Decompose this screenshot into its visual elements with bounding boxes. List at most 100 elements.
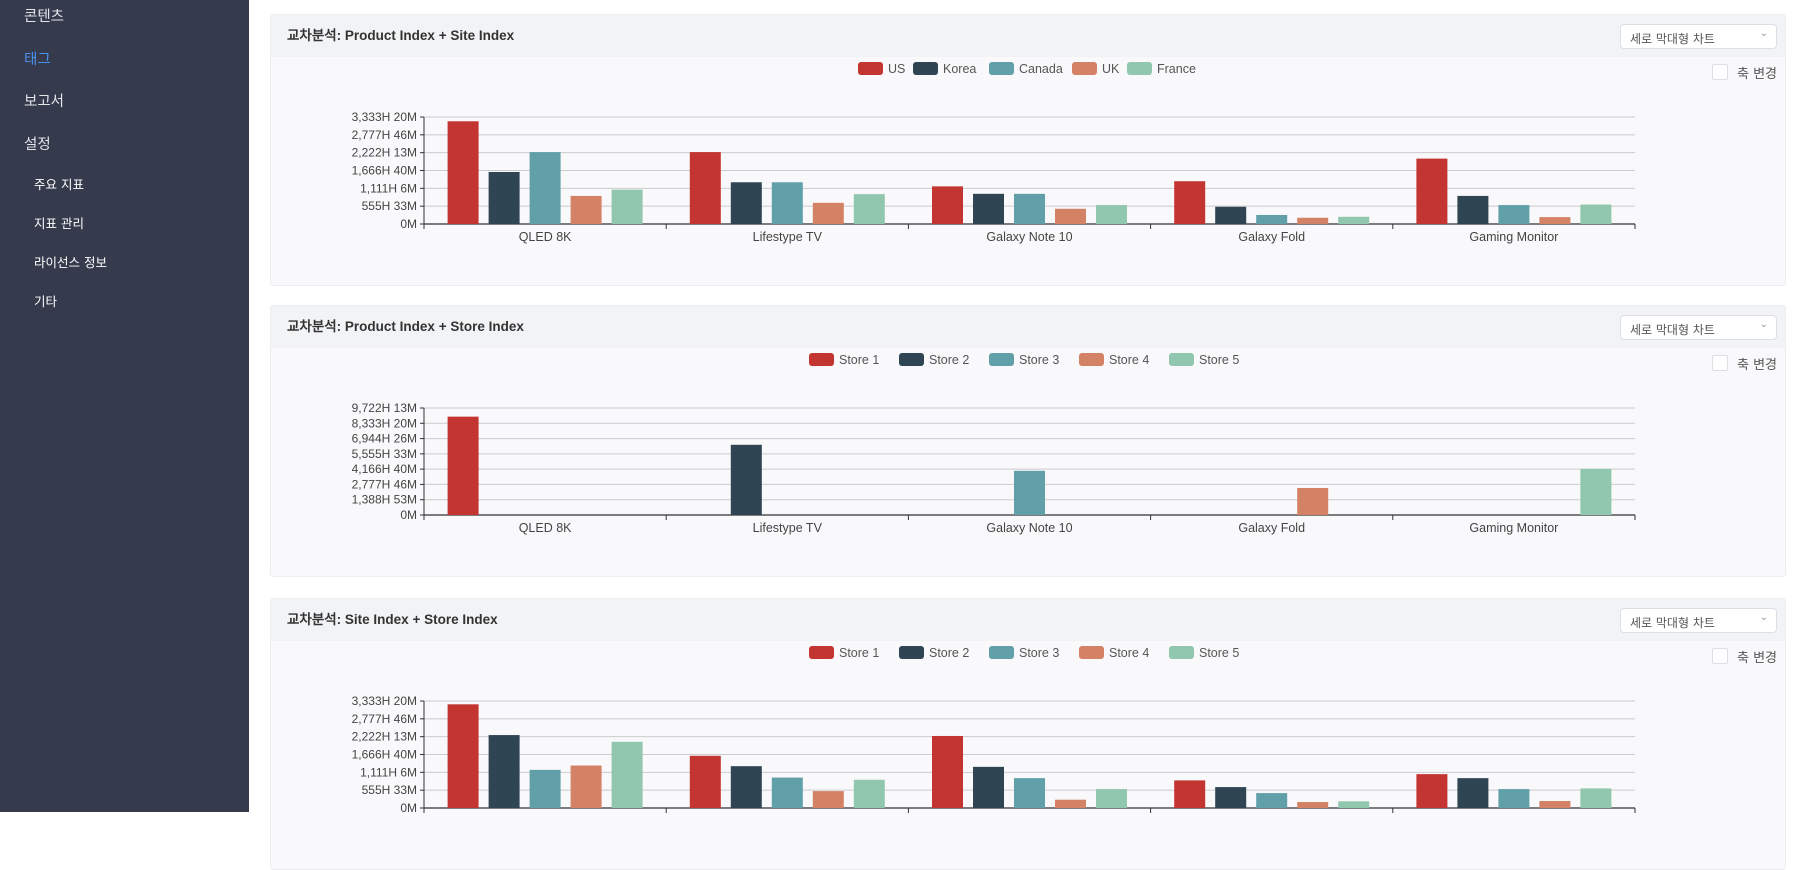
legend-label: Canada	[1019, 62, 1063, 76]
y-tick-label: 9,722H 13M	[352, 401, 417, 415]
legend-swatch	[1072, 62, 1097, 75]
y-tick-label: 3,333H 20M	[352, 694, 417, 708]
x-tick-label: Gaming Monitor	[1469, 521, 1558, 535]
axis-change-toggle[interactable]: 축 변경	[1711, 63, 1777, 82]
legend-label: Store 2	[929, 353, 969, 367]
bar	[1457, 778, 1489, 808]
sidebar-subitem-etc[interactable]: 기타	[34, 294, 58, 309]
bar	[1539, 801, 1571, 808]
x-tick-label: Galaxy Fold	[1238, 230, 1305, 244]
axis-change-toggle[interactable]: 축 변경	[1711, 647, 1777, 666]
axis-change-checkbox[interactable]	[1711, 355, 1728, 371]
chevron-down-icon: ⌄	[1759, 319, 1768, 330]
legend-swatch	[989, 353, 1014, 366]
chevron-down-icon: ⌄	[1759, 28, 1768, 39]
bar	[1416, 774, 1448, 808]
bar	[1580, 204, 1612, 224]
legend-label: Store 4	[1109, 353, 1149, 367]
bar	[973, 193, 1004, 224]
legend-swatch	[1079, 353, 1104, 366]
bar	[1297, 217, 1329, 224]
bar	[689, 152, 721, 224]
chart-type-select-value: 세로 막대형 차트	[1630, 616, 1715, 630]
y-tick-label: 2,777H 46M	[352, 477, 417, 491]
legend-label: Store 2	[929, 646, 969, 660]
bar	[812, 202, 844, 224]
bar	[1096, 205, 1127, 224]
bar	[447, 121, 479, 224]
axis-change-toggle[interactable]: 축 변경	[1711, 354, 1777, 373]
chart-panel-site-store: 교차분석: Site Index + Store Index 세로 막대형 차트…	[270, 598, 1786, 870]
chart-type-select[interactable]: 세로 막대형 차트 ⌄	[1620, 315, 1777, 340]
bar	[812, 791, 844, 808]
x-tick-label: Lifestype TV	[753, 230, 823, 244]
bar	[1215, 206, 1247, 224]
legend-swatch	[1079, 646, 1104, 659]
legend-swatch	[899, 646, 924, 659]
y-tick-label: 1,111H 6M	[360, 765, 417, 779]
bar	[529, 152, 561, 224]
legend-label: Store 4	[1109, 646, 1149, 660]
bar	[488, 171, 520, 224]
legend-label: UK	[1102, 62, 1120, 76]
sidebar-subitem-key-metrics[interactable]: 주요 지표	[34, 177, 84, 192]
bar	[1580, 468, 1612, 515]
panel-title: 교차분석: Product Index + Site Index	[287, 28, 515, 43]
bar	[570, 765, 602, 808]
x-tick-label: Gaming Monitor	[1469, 230, 1558, 244]
y-tick-label: 0M	[400, 508, 417, 522]
legend-swatch	[809, 646, 834, 659]
legend-label: Korea	[943, 62, 976, 76]
sidebar-item-reports[interactable]: 보고서	[24, 94, 65, 110]
chart-type-select[interactable]: 세로 막대형 차트 ⌄	[1620, 608, 1777, 633]
bar-chart: Store 1 Store 2 Store 3 Store 4 Store 5 0M1,3…	[352, 353, 1636, 535]
legend-label: Store 5	[1199, 353, 1239, 367]
sidebar-item-contents[interactable]: 콘텐츠	[24, 9, 65, 25]
panel-header: 교차분석: Site Index + Store Index 세로 막대형 차트…	[271, 599, 1785, 641]
legend-swatch	[989, 646, 1014, 659]
y-tick-label: 1,388H 53M	[352, 493, 417, 507]
legend-label: US	[888, 62, 905, 76]
axis-change-label: 축 변경	[1736, 650, 1777, 666]
sidebar: 콘텐츠 태그 보고서 설정 주요 지표 지표 관리 라이선스 정보 기타	[0, 0, 249, 812]
legend-label: France	[1157, 62, 1196, 76]
axis-change-checkbox[interactable]	[1711, 64, 1728, 80]
chart-type-select[interactable]: 세로 막대형 차트 ⌄	[1620, 24, 1777, 49]
bar	[689, 755, 721, 808]
bar	[853, 194, 885, 224]
legend-swatch	[809, 353, 834, 366]
y-tick-label: 8,333H 20M	[352, 416, 417, 430]
bar	[529, 769, 561, 808]
bar	[853, 779, 885, 808]
sidebar-subitem-metric-management[interactable]: 지표 관리	[34, 216, 84, 231]
bar-chart: Store 1 Store 2 Store 3 Store 4 Store 5 0M 555…	[352, 646, 1636, 815]
bar	[1256, 215, 1288, 224]
sidebar-item-tags[interactable]: 태그	[24, 52, 51, 68]
bar	[730, 766, 762, 808]
bar	[570, 195, 602, 224]
axis-change-checkbox[interactable]	[1711, 648, 1728, 664]
x-tick-label: Lifestype TV	[753, 521, 823, 535]
bar	[973, 766, 1004, 808]
bar	[932, 186, 963, 224]
panel-title: 교차분석: Product Index + Store Index	[287, 319, 524, 334]
chart-type-select-value: 세로 막대형 차트	[1630, 32, 1715, 46]
panel-header: 교차분석: Product Index + Store Index 세로 막대형…	[271, 306, 1785, 348]
bar	[611, 741, 643, 808]
bar	[1256, 793, 1288, 808]
bar	[730, 182, 762, 224]
bar	[1215, 787, 1247, 808]
chart-type-select-value: 세로 막대형 차트	[1630, 323, 1715, 337]
y-tick-label: 2,222H 13M	[352, 146, 417, 160]
x-tick-label: Galaxy Note 10	[986, 230, 1072, 244]
sidebar-item-settings[interactable]: 설정	[24, 137, 51, 153]
legend-swatch	[1169, 353, 1194, 366]
bar	[1580, 788, 1612, 808]
y-tick-label: 4,166H 40M	[352, 462, 417, 476]
bar	[1014, 778, 1045, 808]
bar	[730, 444, 762, 515]
y-tick-label: 2,777H 46M	[352, 712, 417, 726]
y-tick-label: 0M	[400, 801, 417, 815]
sidebar-subitem-license-info[interactable]: 라이선스 정보	[34, 255, 107, 270]
bar	[1055, 799, 1086, 808]
